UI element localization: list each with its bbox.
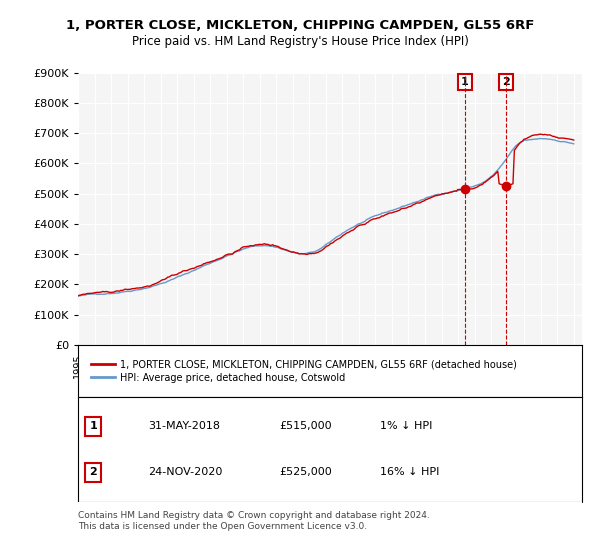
Text: 1% ↓ HPI: 1% ↓ HPI [380,421,433,431]
Text: 31-MAY-2018: 31-MAY-2018 [149,421,221,431]
Text: 1, PORTER CLOSE, MICKLETON, CHIPPING CAMPDEN, GL55 6RF: 1, PORTER CLOSE, MICKLETON, CHIPPING CAM… [66,18,534,32]
FancyBboxPatch shape [78,397,582,502]
Text: 1: 1 [89,421,97,431]
Text: 24-NOV-2020: 24-NOV-2020 [149,468,223,478]
Legend: 1, PORTER CLOSE, MICKLETON, CHIPPING CAMPDEN, GL55 6RF (detached house), HPI: Av: 1, PORTER CLOSE, MICKLETON, CHIPPING CAM… [88,356,520,386]
Text: Price paid vs. HM Land Registry's House Price Index (HPI): Price paid vs. HM Land Registry's House … [131,35,469,49]
Text: 16% ↓ HPI: 16% ↓ HPI [380,468,440,478]
Text: £515,000: £515,000 [280,421,332,431]
Text: 2: 2 [89,468,97,478]
Text: £525,000: £525,000 [280,468,332,478]
Text: 1: 1 [461,77,469,87]
Text: 2: 2 [502,77,510,87]
Text: Contains HM Land Registry data © Crown copyright and database right 2024.
This d: Contains HM Land Registry data © Crown c… [78,511,430,530]
